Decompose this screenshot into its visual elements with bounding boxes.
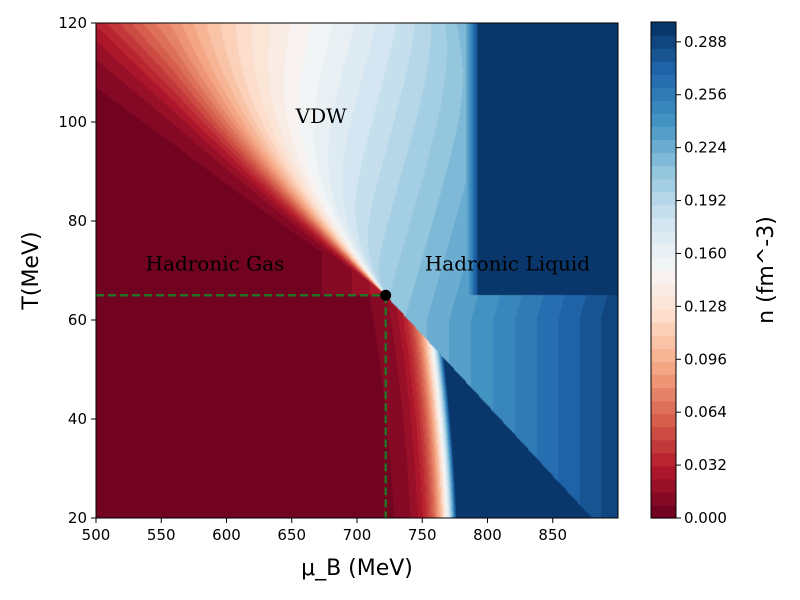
colorbar-tick-label: 0.128 (684, 297, 727, 315)
colorbar-tick-label: 0.032 (684, 456, 727, 474)
colorbar-segment (651, 113, 676, 128)
x-tick-label: 750 (408, 526, 437, 544)
colorbar-label: n (fm^-3) (754, 216, 779, 324)
colorbar-segment (651, 478, 676, 493)
density-heatmap (96, 23, 618, 518)
annotation-vdw: VDW (295, 104, 347, 128)
colorbar-segment (651, 465, 676, 480)
x-tick-label: 700 (343, 526, 372, 544)
colorbar-segment (651, 126, 676, 141)
plot-overlay (96, 289, 392, 518)
y-tick-label: 80 (68, 212, 87, 230)
contour-plot-area (96, 23, 618, 518)
colorbar-segment (651, 152, 676, 167)
colorbar-segment (651, 296, 676, 310)
colorbar-segment (651, 426, 676, 441)
x-axis-label: μ_B (MeV) (301, 556, 413, 581)
colorbar-tick-label: 0.160 (684, 244, 727, 262)
x-tick-label: 550 (147, 526, 176, 544)
colorbar-segment (651, 400, 676, 415)
colorbar-tick-label: 0.064 (684, 403, 727, 421)
y-axis-label: T(MeV) (19, 231, 44, 310)
colorbar-segment (651, 204, 676, 219)
critical-point-marker (380, 289, 392, 301)
colorbar-segment (651, 413, 676, 428)
colorbar-segment (651, 374, 676, 389)
colorbar-segment (651, 270, 676, 284)
colorbar-segment (651, 87, 676, 101)
colorbar-segment (651, 283, 676, 297)
colorbar-tick-label: 0.192 (684, 192, 727, 210)
colorbar-tick-label: 0.096 (684, 350, 727, 368)
x-tick-label: 800 (473, 526, 502, 544)
colorbar-segment (651, 243, 676, 258)
colorbar-segment (651, 22, 676, 36)
colorbar-segment (651, 35, 676, 49)
colorbar-segment (651, 217, 676, 232)
colorbar-segment (651, 348, 676, 362)
colorbar-segment (651, 452, 676, 467)
colorbar-segment (651, 230, 676, 245)
x-tick-label: 500 (82, 526, 111, 544)
colorbar-segment (651, 387, 676, 402)
colorbar-segment (651, 504, 676, 519)
colorbar-segment (651, 361, 676, 376)
colorbar-frame (650, 21, 677, 519)
y-tick-label: 20 (68, 509, 87, 527)
colorbar-segment (651, 256, 676, 271)
y-tick-label: 60 (68, 311, 87, 329)
y-tick-label: 40 (68, 410, 87, 428)
colorbar-segment (651, 335, 676, 349)
colorbar-segment (651, 491, 676, 506)
annotation-hadronic-liquid: Hadronic Liquid (425, 252, 590, 276)
colorbar: 0.000 0.032 0.064 0.096 0.128 0.160 0.192 0.224… (650, 21, 727, 527)
colorbar-segment (651, 309, 676, 323)
colorbar-segment (651, 191, 676, 206)
x-tick-label: 850 (538, 526, 567, 544)
axes: 500 550 600 650 700 750 800 850 20 40 60 80 100 120 (58, 14, 619, 544)
colorbar-segment (651, 100, 676, 114)
colorbar-tick-label: 0.256 (684, 86, 727, 104)
colorbar-tick-label: 0.288 (684, 33, 727, 51)
colorbar-segment (651, 165, 676, 180)
colorbar-segment (651, 48, 676, 62)
colorbar-segment (651, 178, 676, 193)
colorbar-tick-label: 0.224 (684, 139, 727, 157)
annotation-hadronic-gas: Hadronic Gas (146, 252, 285, 276)
colorbar-segment (651, 74, 676, 88)
colorbar-segment (651, 139, 676, 154)
colorbar-segment (651, 322, 676, 336)
colorbar-segment (651, 61, 676, 75)
x-tick-label: 650 (277, 526, 306, 544)
y-tick-label: 120 (58, 14, 87, 32)
y-tick-label: 100 (58, 113, 87, 131)
x-tick-label: 600 (212, 526, 241, 544)
colorbar-tick-label: 0.000 (684, 509, 727, 527)
colorbar-segment (651, 439, 676, 454)
